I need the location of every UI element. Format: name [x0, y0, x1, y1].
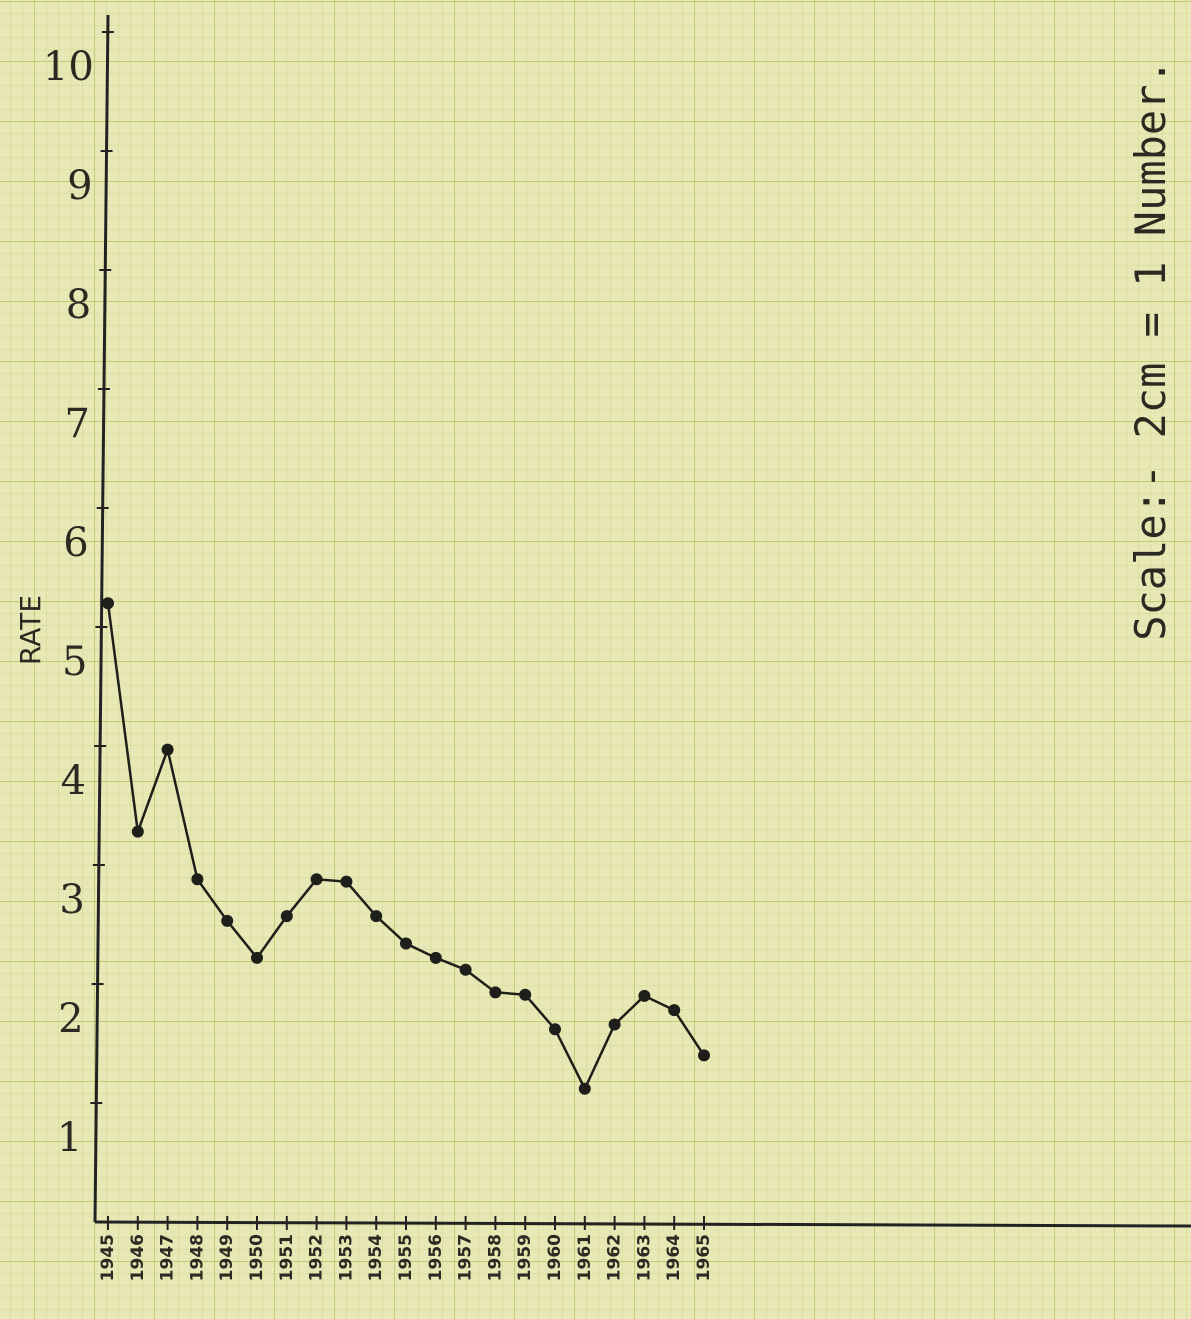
x-tick-label: 1951 — [277, 1234, 297, 1281]
y-tick-label: 10 — [43, 44, 94, 90]
data-point — [549, 1023, 561, 1036]
y-tick-label: 4 — [61, 758, 86, 804]
data-point — [280, 910, 293, 923]
x-tick-label: 1963 — [634, 1234, 654, 1281]
x-tick-label: 1961 — [575, 1234, 595, 1281]
x-tick-label: 1956 — [426, 1234, 446, 1281]
x-tick-label: 1962 — [605, 1234, 625, 1281]
data-point — [489, 986, 502, 999]
y-tick-label: 8 — [66, 282, 91, 328]
y-axis-label: RATE — [14, 595, 47, 665]
data-point — [131, 825, 144, 838]
x-tick-label: 1960 — [545, 1234, 565, 1281]
x-tick-label: 1945 — [98, 1234, 118, 1281]
y-tick-label: 7 — [65, 401, 90, 447]
y-tick-label: 6 — [63, 520, 88, 566]
x-tick-label: 1965 — [694, 1234, 714, 1281]
y-tick-label: 5 — [62, 639, 87, 685]
data-point — [638, 989, 651, 1002]
x-axis — [94, 1220, 1191, 1228]
data-point — [459, 963, 472, 976]
y-tick-label: 1 — [57, 1115, 82, 1161]
data-point — [102, 597, 114, 610]
scale-annotation: Scale:- 2cm = 1 Number. — [1126, 59, 1175, 641]
x-tick-label: 1954 — [366, 1234, 386, 1281]
x-tick-label: 1964 — [664, 1234, 684, 1281]
data-point — [608, 1018, 621, 1031]
y-tick-label: 3 — [59, 877, 84, 923]
data-point — [310, 873, 323, 886]
x-tick-label: 1946 — [128, 1234, 148, 1281]
y-tick-label: 9 — [67, 163, 92, 209]
data-point — [161, 743, 174, 756]
data-point — [191, 873, 204, 886]
x-tick-label: 1958 — [485, 1234, 505, 1281]
x-tick-label: 1948 — [187, 1234, 207, 1281]
data-point — [340, 875, 353, 888]
x-tick-label: 1949 — [217, 1234, 237, 1281]
x-tick-label: 1952 — [307, 1234, 327, 1281]
x-tick-label: 1950 — [247, 1234, 267, 1281]
data-point — [578, 1082, 591, 1095]
data-point — [400, 937, 412, 950]
x-tick-label: 1955 — [396, 1234, 416, 1281]
data-point — [370, 910, 383, 923]
data-point — [698, 1049, 710, 1062]
x-tick-label: 1959 — [515, 1234, 535, 1281]
data-point — [221, 914, 234, 927]
y-axis — [93, 14, 110, 1223]
x-tick-label: 1947 — [158, 1234, 178, 1281]
x-tick-label: 1953 — [336, 1234, 356, 1281]
data-point — [251, 951, 263, 964]
data-point — [519, 988, 532, 1001]
x-tick-label: 1957 — [456, 1234, 476, 1281]
data-point — [429, 951, 442, 964]
y-tick-label: 2 — [58, 996, 83, 1042]
data-point — [668, 1004, 681, 1017]
